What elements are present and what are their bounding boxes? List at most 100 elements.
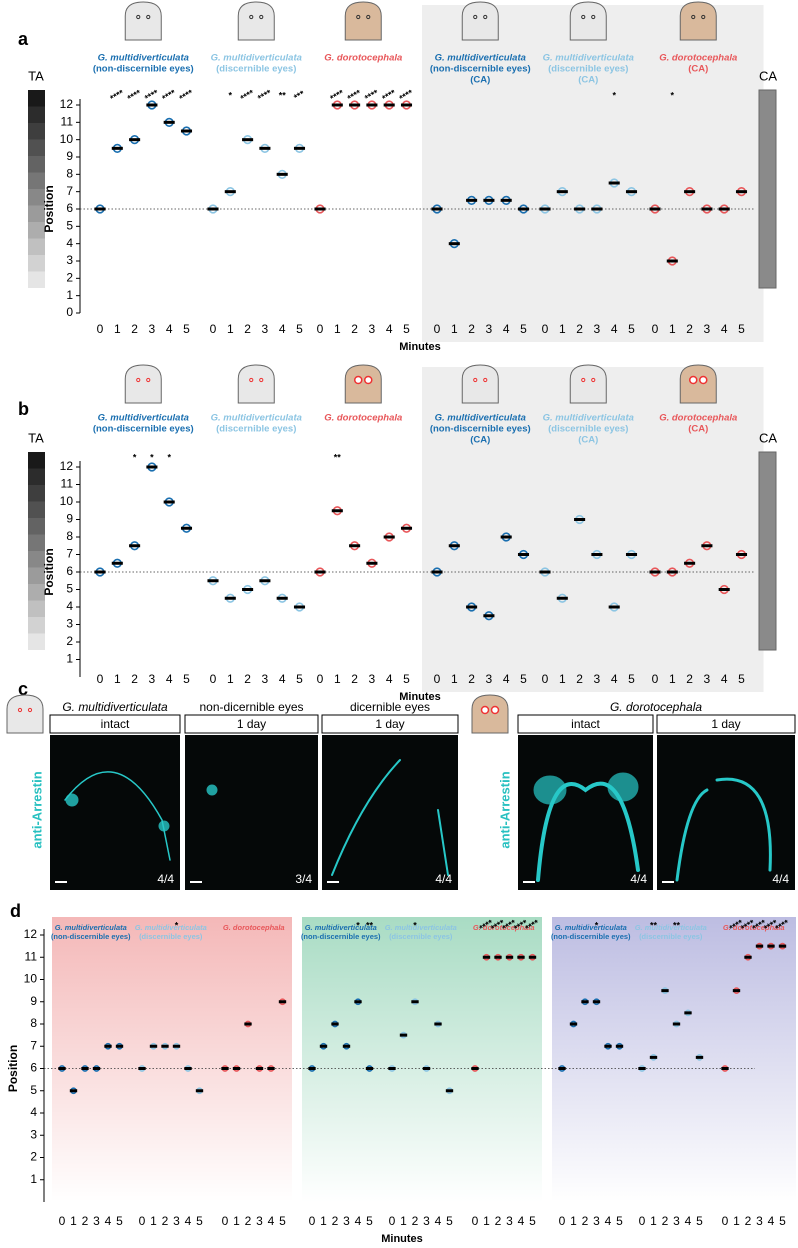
x-tick-label: 3 [423, 1214, 430, 1228]
x-tick-label: 0 [722, 1214, 729, 1228]
median-bar [331, 509, 343, 513]
median-bar [383, 535, 395, 539]
group-name: (non-discernible eyes) [430, 64, 531, 75]
x-tick-label: 5 [520, 322, 527, 336]
y-tick-label: 12 [60, 97, 74, 111]
group-name: (CA) [688, 64, 708, 75]
x-tick-label: 0 [317, 672, 324, 686]
x-axis-label: Minutes [381, 1233, 423, 1245]
worm-eye-icon [146, 377, 151, 383]
median-bar [331, 1022, 339, 1026]
x-tick-label: 3 [486, 672, 493, 686]
y-tick-label: 3 [30, 1127, 37, 1141]
median-bar [735, 190, 748, 194]
y-tick-label: 3 [66, 253, 73, 267]
group-name: G. multidiverticulata [211, 413, 302, 424]
x-tick-label: 1 [400, 1214, 407, 1228]
y-tick-label: 7 [30, 1038, 37, 1052]
median-bar [701, 544, 713, 548]
x-tick-label: 3 [149, 672, 156, 686]
median-bar [163, 120, 175, 124]
median-bar [146, 465, 158, 469]
median-bar [172, 1044, 181, 1048]
x-tick-label: 5 [738, 672, 745, 686]
x-tick-label: 0 [639, 1214, 646, 1228]
image-title: G. dorotocephala [610, 700, 702, 714]
x-tick-label: 0 [434, 672, 441, 686]
group-name: G. multidiverticulata [435, 53, 526, 64]
median-bar [422, 1067, 431, 1070]
x-tick-label: 2 [745, 1214, 752, 1228]
ta-scale-cell [28, 205, 45, 222]
y-tick-label: 7 [66, 184, 73, 198]
ca-scale [758, 451, 777, 651]
x-tick-label: 5 [446, 1214, 453, 1228]
x-tick-label: 2 [82, 1214, 89, 1228]
group-background-fade [552, 917, 796, 1202]
nerve [675, 777, 772, 882]
x-tick-label: 5 [696, 1214, 703, 1228]
worm-eye-icon [581, 14, 586, 20]
median-bar [81, 1067, 89, 1070]
x-tick-label: 0 [434, 322, 441, 336]
x-tick-label: 5 [529, 1214, 536, 1228]
median-bar [695, 1055, 704, 1059]
median-bar [267, 1067, 275, 1070]
median-bar [471, 1067, 479, 1070]
median-bar [342, 1044, 351, 1048]
x-tick-label: 4 [685, 1214, 692, 1228]
median-bar [221, 1067, 229, 1070]
x-tick-label: 0 [542, 322, 549, 336]
median-bar [184, 1067, 192, 1070]
ca-background [422, 367, 764, 692]
y-tick-label: 2 [66, 634, 73, 648]
median-bar [434, 1022, 442, 1026]
ta-scale-cell [28, 189, 45, 206]
condition-box [321, 714, 459, 734]
condition-label: intact [101, 717, 130, 731]
ta-label: TA [28, 430, 44, 445]
x-tick-label: 0 [210, 672, 217, 686]
condition-label: 1 day [375, 717, 404, 731]
nerve-stain [675, 777, 772, 882]
x-tick-label: 0 [542, 672, 549, 686]
y-tick-label: 4 [66, 599, 73, 613]
worm-eye-icon [27, 707, 33, 713]
x-tick-label: 4 [105, 1214, 112, 1228]
median-bar [591, 207, 603, 211]
x-tick-label: 4 [435, 1214, 442, 1228]
median-bar [232, 1067, 241, 1070]
worm-eye-icon [699, 375, 708, 385]
median-bar [505, 955, 514, 959]
panel-label: a [18, 29, 29, 49]
y-tick-label: 6 [30, 1061, 37, 1075]
x-tick-label: 3 [173, 1214, 180, 1228]
worm-head-icon [124, 364, 162, 404]
x-tick-label: 5 [628, 672, 635, 686]
median-bar [445, 1089, 454, 1093]
worm-head-icon [569, 364, 607, 404]
group-background-fade [302, 917, 542, 1202]
median-bar [581, 1000, 589, 1004]
x-tick-label: 4 [768, 1214, 775, 1228]
x-tick-label: 1 [320, 1214, 327, 1228]
nerve-stain [331, 759, 449, 876]
median-bar [146, 103, 158, 107]
x-tick-label: 1 [114, 322, 121, 336]
x-tick-label: 3 [262, 672, 269, 686]
x-axis-label: Minutes [399, 691, 441, 703]
nerve-stain [64, 771, 171, 861]
median-bar [466, 605, 478, 609]
worm-eye-icon [136, 14, 141, 20]
x-tick-label: 0 [309, 1214, 316, 1228]
y-tick-label: 2 [30, 1150, 37, 1164]
panel-label: b [18, 399, 29, 419]
x-tick-label: 0 [652, 322, 659, 336]
y-tick-label: 8 [30, 1016, 37, 1030]
x-tick-label: 5 [403, 322, 410, 336]
worm-head-icon [237, 1, 275, 41]
group-name: G. multidiverticulata [635, 923, 707, 932]
nerve-stain [533, 772, 640, 882]
ta-scale-cell [28, 452, 45, 469]
